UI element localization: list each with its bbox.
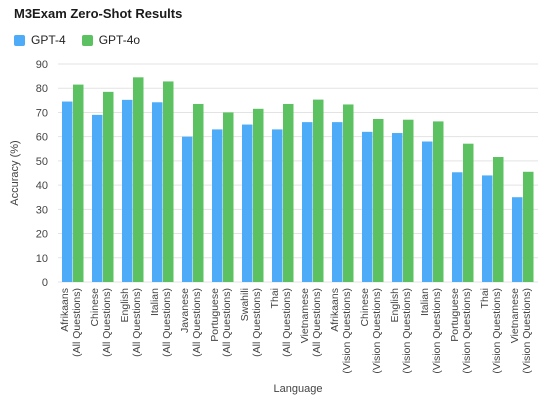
bar-gpt4o <box>433 121 444 282</box>
x-axis-label: Language <box>274 383 323 395</box>
x-tick-label: Thai(All Questions) <box>269 288 293 357</box>
bar-gpt4 <box>92 114 103 282</box>
bar-gpt4o <box>253 108 264 282</box>
bar-gpt4 <box>272 129 283 282</box>
y-tick-label: 70 <box>36 107 48 119</box>
bar-gpt4o <box>463 143 474 282</box>
bar-gpt4o <box>343 104 354 282</box>
y-tick-label: 80 <box>36 83 48 95</box>
x-tick-label: Italian(All Questions) <box>149 288 173 357</box>
bar-gpt4o <box>133 77 144 282</box>
chart-title: M3Exam Zero-Shot Results <box>14 6 183 21</box>
x-tick-label: English(All Questions) <box>119 288 143 357</box>
legend-item-gpt4: GPT-4 <box>14 33 66 47</box>
x-tick-label: Javanese(All Questions) <box>179 288 203 357</box>
bar-gpt4 <box>302 122 313 282</box>
bar-gpt4o <box>103 91 114 282</box>
x-tick-label: Thai(Vision Questions) <box>479 288 503 374</box>
bar-gpt4 <box>332 122 343 282</box>
bar-gpt4o <box>283 103 294 282</box>
x-tick-label: Portuguese(Vision Questions) <box>449 288 473 374</box>
legend-label-gpt4: GPT-4 <box>31 33 66 47</box>
bar-gpt4o <box>163 81 174 282</box>
bar-gpt4 <box>122 99 133 282</box>
legend: GPT-4 GPT-4o <box>14 33 156 47</box>
y-tick-label: 50 <box>36 156 48 168</box>
y-tick-label: 30 <box>36 204 48 216</box>
bar-gpt4 <box>362 131 373 282</box>
x-tick-label: Afrikaans(All Questions) <box>59 288 83 357</box>
bar-gpt4 <box>212 129 223 282</box>
x-tick-label: Italian(Vision Questions) <box>419 288 443 374</box>
y-tick-label: 40 <box>36 180 48 192</box>
bar-gpt4 <box>182 136 193 282</box>
bar-gpt4o <box>313 99 324 283</box>
x-tick-label: Portuguese(All Questions) <box>209 288 233 357</box>
y-tick-label: 60 <box>36 132 48 144</box>
legend-swatch-gpt4 <box>14 34 25 46</box>
bar-gpt4o <box>193 103 204 282</box>
bar-gpt4o <box>223 112 234 282</box>
bar-gpt4 <box>422 141 433 282</box>
bar-gpt4o <box>493 157 504 282</box>
bar-gpt4 <box>242 124 253 282</box>
bar-gpt4 <box>62 101 73 283</box>
legend-item-gpt4o: GPT-4o <box>81 33 141 47</box>
y-tick-label: 0 <box>42 277 48 289</box>
bar-gpt4 <box>392 133 403 282</box>
bar-gpt4 <box>452 172 463 282</box>
x-tick-label: Vietnamese(All Questions) <box>299 288 323 357</box>
bar-gpt4o <box>403 119 414 282</box>
bar-gpt4 <box>152 102 163 282</box>
x-tick-label: Swahili(All Questions) <box>239 288 263 357</box>
x-tick-label: Vietnamese(Vision Questions) <box>509 288 533 374</box>
x-tick-label: Chinese(Vision Questions) <box>359 288 383 374</box>
y-tick-label: 10 <box>36 253 48 265</box>
bar-gpt4o <box>523 171 534 282</box>
bar-gpt4 <box>512 197 523 282</box>
legend-swatch-gpt4o <box>81 34 93 46</box>
x-tick-label: English(Vision Questions) <box>389 288 413 374</box>
bar-gpt4 <box>482 175 493 282</box>
bar-gpt4o <box>373 118 384 283</box>
y-axis-label: Accuracy (%) <box>9 140 21 205</box>
x-tick-label: Chinese(All Questions) <box>89 288 113 357</box>
bar-gpt4o <box>73 84 84 282</box>
y-tick-label: 90 <box>36 59 48 71</box>
legend-label-gpt4o: GPT-4o <box>98 33 141 47</box>
x-tick-label: Afrikaans(Vision Questions) <box>329 288 353 374</box>
y-tick-label: 20 <box>36 229 48 241</box>
